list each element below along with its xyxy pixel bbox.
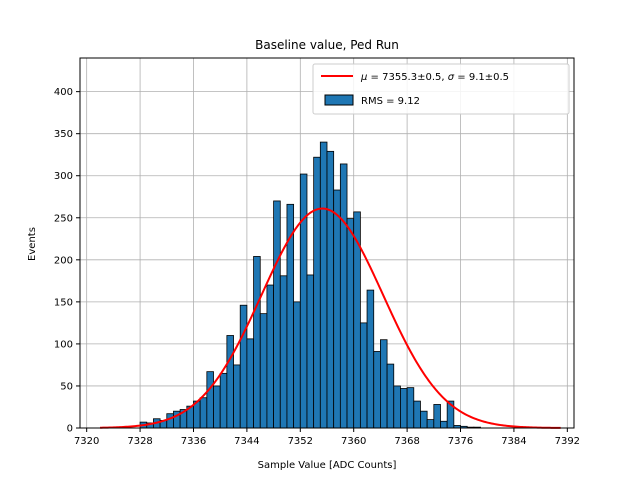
legend-mu-text: = 7355.3±0.5, (367, 72, 447, 83)
histogram-bar (266, 284, 274, 429)
x-tick-label: 7360 (341, 436, 366, 447)
y-tick-label: 300 (54, 171, 73, 182)
histogram-bar (206, 371, 214, 429)
histogram-bar (420, 410, 428, 429)
x-axis-title: Sample Value [ADC Counts] (258, 460, 397, 471)
histogram-bar (259, 313, 268, 429)
histogram-bar (299, 173, 308, 429)
histogram-bar (386, 363, 395, 429)
axes-frame (79, 57, 575, 429)
histogram-bar (246, 338, 254, 429)
histogram-bar (433, 404, 441, 429)
histogram-bar (293, 301, 301, 429)
histogram-bars (139, 141, 481, 429)
y-tick-label: 0 (67, 424, 73, 435)
histogram-bar (373, 351, 381, 429)
x-tick-label: 7344 (234, 436, 259, 447)
histogram-bar (219, 372, 228, 429)
x-tick-label: 7336 (181, 436, 206, 447)
histogram-bar (226, 335, 234, 429)
histogram-bar (426, 419, 435, 429)
legend-sigma-symbol: σ (448, 72, 455, 83)
histogram-bar (400, 388, 408, 429)
gaussian-fit-line (100, 207, 561, 429)
y-axis-title: Events (27, 227, 38, 261)
y-tick-label: 250 (54, 213, 73, 224)
histogram-bar (366, 289, 375, 429)
y-tick-label: 50 (60, 381, 73, 392)
histogram-bar (380, 339, 388, 429)
histogram-bar (319, 141, 328, 429)
histogram-bar (253, 256, 261, 429)
y-tick-label: 100 (54, 339, 73, 350)
y-tick-label: 400 (54, 87, 73, 98)
legend-hist-label: RMS = 9.12 (361, 96, 420, 107)
histogram-bar (346, 218, 355, 429)
legend-box (312, 63, 570, 115)
histogram-bar (233, 364, 241, 429)
histogram-bar (313, 156, 321, 429)
legend: μ = 7355.3±0.5, σ = 9.1±0.5 RMS = 9.12 (312, 63, 570, 115)
x-tick-label: 7352 (288, 436, 313, 447)
histogram-bar (339, 163, 348, 429)
legend-fit-label: μ = 7355.3±0.5, σ = 9.1±0.5 (360, 72, 509, 83)
histogram-bar (333, 189, 341, 429)
legend-hist-swatch (324, 94, 354, 106)
y-tick-label: 350 (54, 129, 73, 140)
histogram-bar (279, 275, 288, 429)
x-tick-label: 7376 (448, 436, 473, 447)
histogram-bar (326, 150, 335, 429)
y-axis-ticks: 0 50 100 150 200 250 300 350 400 (54, 87, 80, 435)
legend-sigma-text: = 9.1±0.5 (454, 72, 509, 83)
x-tick-label: 7392 (555, 436, 580, 447)
y-tick-label: 200 (54, 255, 73, 266)
x-tick-label: 7368 (394, 436, 419, 447)
gaussian-fit-layer (100, 207, 561, 429)
histogram-bar (406, 387, 415, 429)
x-tick-label: 7328 (127, 436, 152, 447)
histogram-bar (213, 385, 221, 429)
histogram-bar (413, 400, 421, 429)
histogram-bar (166, 413, 174, 429)
histogram-bar (306, 274, 315, 429)
legend-mu-symbol: μ (360, 72, 367, 83)
histogram-bar (440, 420, 448, 429)
histogram-bar (239, 304, 248, 429)
x-tick-label: 7320 (74, 436, 99, 447)
histogram-bar (359, 322, 368, 429)
y-tick-label: 150 (54, 297, 73, 308)
histogram-bar (273, 200, 281, 429)
x-axis-ticks: 7320 7328 7336 7344 7352 7360 7368 7376 7384 7392 (74, 428, 580, 447)
chart-title: Baseline value, Ped Run (255, 38, 399, 52)
histogram-bar (199, 397, 208, 429)
histogram-bar (393, 385, 401, 429)
x-tick-label: 7384 (501, 436, 526, 447)
